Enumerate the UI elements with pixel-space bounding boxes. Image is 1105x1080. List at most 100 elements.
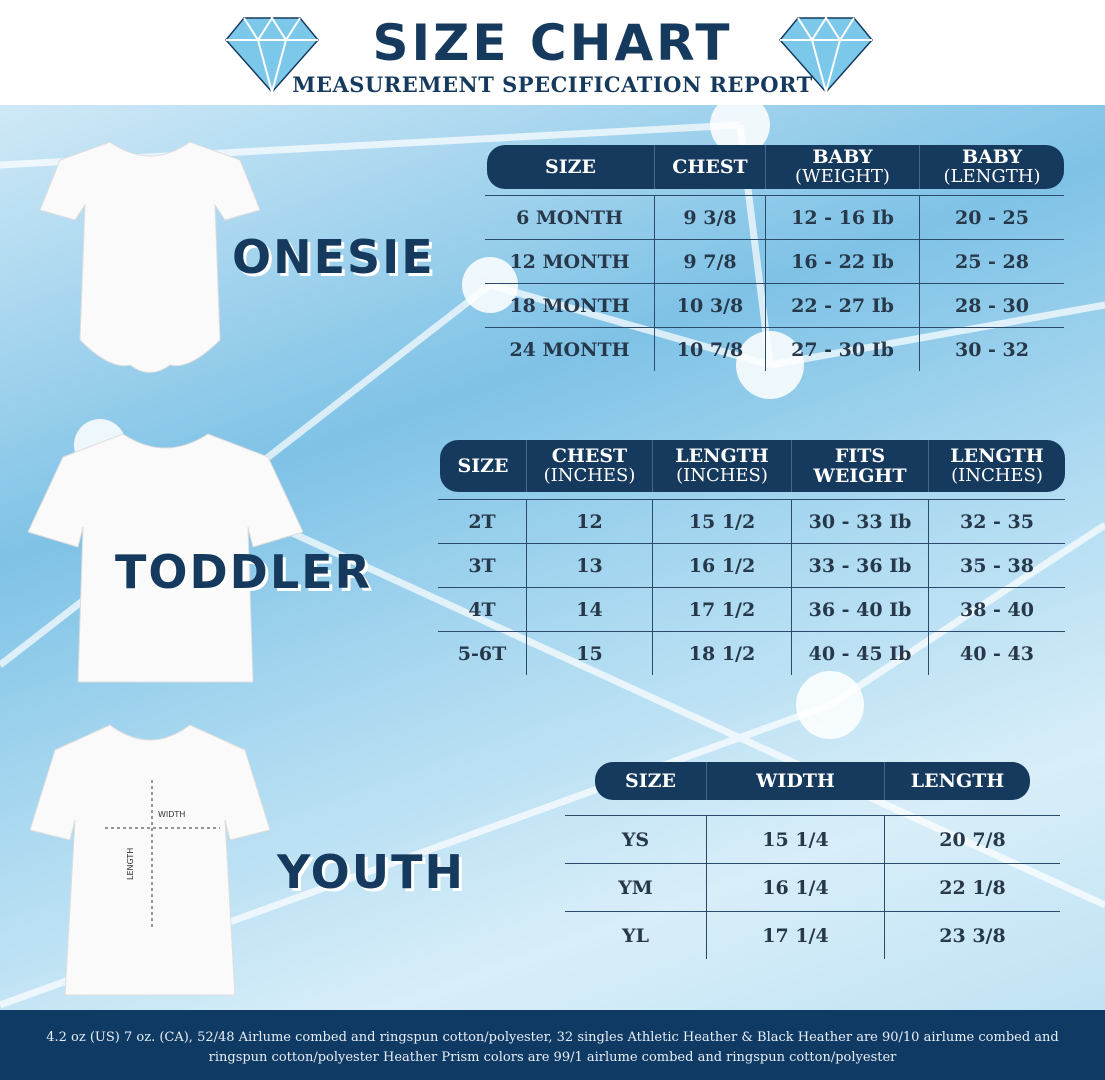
table-cell: 5-6T [438, 632, 527, 675]
column-header: CHEST (INCHES) [527, 440, 653, 492]
table-cell: 16 1/4 [707, 864, 885, 911]
table-cell: YL [565, 912, 707, 959]
table-cell: 9 7/8 [655, 240, 766, 283]
table-cell: 23 3/8 [939, 924, 1006, 947]
length-annotation: LENGTH [126, 847, 135, 880]
table-header: SIZE WIDTH LENGTH [595, 762, 1030, 800]
header-text: CHEST [672, 156, 748, 178]
table-cell: 13 [527, 544, 653, 587]
table-cell: 18 MONTH [485, 284, 655, 327]
table-row: 24 MONTH 10 7/8 27 - 30 Ib 30 - 32 [485, 327, 1064, 371]
table-row: 3T 13 16 1/2 33 - 36 Ib 35 - 38 [438, 543, 1065, 587]
header-text: FITS [834, 445, 886, 467]
header-text: SIZE [457, 455, 509, 477]
table-row: 2T 12 15 1/2 30 - 33 Ib 32 - 35 [438, 499, 1065, 543]
table-cell: 16 1/2 [653, 544, 792, 587]
column-header: LENGTH [885, 762, 1030, 800]
table-row: 6 MONTH 9 3/8 12 - 16 Ib 20 - 25 [485, 195, 1064, 239]
header-text: LENGTH [910, 770, 1005, 792]
header-subtext: (INCHES) [676, 465, 768, 486]
table-cell: 28 - 30 [955, 294, 1029, 317]
table-cell: 16 - 22 Ib [766, 240, 920, 283]
header-text: SIZE [545, 156, 596, 178]
table-cell: 27 - 30 Ib [766, 328, 920, 371]
table-cell: 32 - 35 [960, 510, 1034, 533]
youth-label: YOUTH [277, 845, 466, 899]
header-text: LENGTH [675, 445, 769, 467]
header-subtext: (INCHES) [951, 465, 1043, 486]
header-subtext: WEIGHT [813, 465, 907, 487]
table-cell: 12 [527, 500, 653, 543]
onesie-image [40, 141, 260, 373]
header: SIZE CHART MEASUREMENT SPECIFICATION REP… [0, 0, 1105, 105]
table-cell: 4T [438, 588, 527, 631]
footer-note: 4.2 oz (US) 7 oz. (CA), 52/48 Airlume co… [0, 1010, 1105, 1080]
column-header: FITS WEIGHT [792, 440, 929, 492]
column-header: LENGTH (INCHES) [653, 440, 792, 492]
header-text: WIDTH [756, 770, 835, 792]
page-title: SIZE CHART [372, 14, 733, 72]
toddler-tshirt-image [28, 433, 303, 683]
table-cell: 18 1/2 [653, 632, 792, 675]
table-cell: 24 MONTH [485, 328, 655, 371]
table-cell: 36 - 40 Ib [792, 588, 929, 631]
table-cell: 22 1/8 [939, 876, 1006, 899]
header-subtext: (INCHES) [543, 465, 636, 486]
column-header: BABY (LENGTH) [920, 145, 1064, 189]
header-text: LENGTH [950, 445, 1044, 467]
toddler-label: TODDLER [115, 545, 373, 599]
column-header: BABY (WEIGHT) [766, 145, 920, 189]
table-cell: 17 1/2 [653, 588, 792, 631]
header-text: BABY [961, 146, 1023, 168]
page-subtitle: MEASUREMENT SPECIFICATION REPORT [292, 72, 813, 97]
table-cell: 40 - 45 Ib [792, 632, 929, 675]
table-cell: 20 - 25 [955, 206, 1029, 229]
table-cell: 30 - 32 [955, 338, 1029, 361]
table-cell: 3T [438, 544, 527, 587]
column-header: SIZE [487, 145, 655, 189]
header-text: CHEST [551, 445, 628, 467]
column-header: CHEST [655, 145, 766, 189]
diamond-icon [779, 16, 873, 94]
header-text: SIZE [625, 770, 676, 792]
youth-tshirt-image [30, 724, 270, 996]
table-row: YM 16 1/4 22 1/8 [565, 863, 1060, 911]
table-row: YL 17 1/4 23 3/8 [565, 911, 1060, 959]
width-annotation: WIDTH [158, 810, 186, 819]
table-cell: 33 - 36 Ib [792, 544, 929, 587]
table-cell: 6 MONTH [485, 196, 655, 239]
table-cell: 40 - 43 [960, 642, 1034, 665]
diamond-icon [225, 16, 319, 94]
table-cell: 10 3/8 [655, 284, 766, 327]
table-cell: 17 1/4 [707, 912, 885, 959]
table-cell: YS [565, 816, 707, 863]
onesie-label: ONESIE [232, 230, 435, 284]
table-cell: 25 - 28 [955, 250, 1029, 273]
column-header: WIDTH [707, 762, 885, 800]
table-cell: 12 MONTH [485, 240, 655, 283]
table-cell: 9 3/8 [655, 196, 766, 239]
table-cell: 15 [527, 632, 653, 675]
table-cell: 30 - 33 Ib [792, 500, 929, 543]
table-cell: 22 - 27 Ib [766, 284, 920, 327]
table-row: YS 15 1/4 20 7/8 [565, 815, 1060, 863]
header-text: BABY [812, 146, 873, 168]
table-row: 5-6T 15 18 1/2 40 - 45 Ib 40 - 43 [438, 631, 1065, 675]
column-header: SIZE [440, 440, 527, 492]
table-cell: 10 7/8 [655, 328, 766, 371]
table-row: 12 MONTH 9 7/8 16 - 22 Ib 25 - 28 [485, 239, 1064, 283]
table-cell: 35 - 38 [960, 554, 1034, 577]
table-header: SIZE CHEST BABY (WEIGHT) BABY (LENGTH) [487, 145, 1064, 189]
table-cell: 38 - 40 [960, 598, 1034, 621]
table-header: SIZE CHEST (INCHES) LENGTH (INCHES) FITS WEIGH… [440, 440, 1065, 492]
column-header: SIZE [595, 762, 707, 800]
header-subtext: (WEIGHT) [795, 166, 890, 187]
table-cell: 20 7/8 [939, 828, 1006, 851]
table-row: 18 MONTH 10 3/8 22 - 27 Ib 28 - 30 [485, 283, 1064, 327]
table-cell: 12 - 16 Ib [766, 196, 920, 239]
header-subtext: (LENGTH) [943, 166, 1041, 187]
column-header: LENGTH (INCHES) [929, 440, 1065, 492]
table-cell: 15 1/2 [653, 500, 792, 543]
table-row: 4T 14 17 1/2 36 - 40 Ib 38 - 40 [438, 587, 1065, 631]
table-cell: YM [565, 864, 707, 911]
